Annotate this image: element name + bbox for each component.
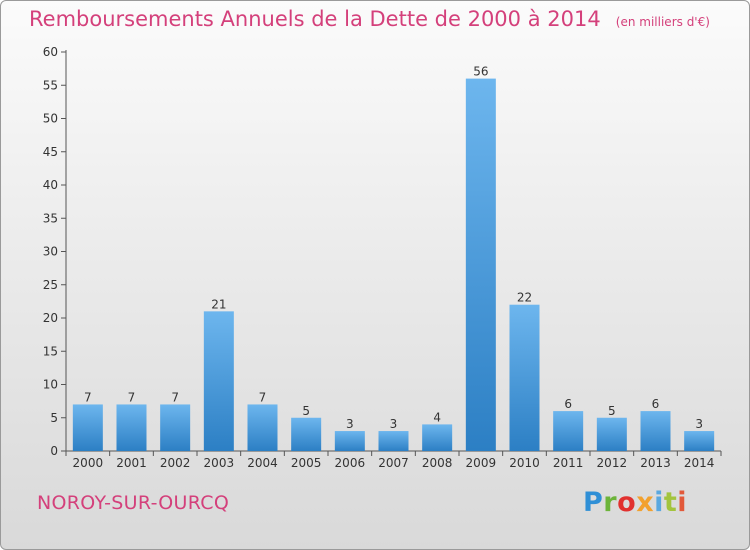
bar-2007 <box>378 431 409 451</box>
x-tick-label-2011: 2011 <box>553 456 584 470</box>
y-tick-label: 25 <box>43 278 58 292</box>
data-label-2005: 5 <box>302 404 310 418</box>
y-tick-label: 5 <box>50 411 58 425</box>
data-label-2009: 56 <box>473 65 488 79</box>
logo-letter: i <box>677 487 688 518</box>
bar-2014 <box>684 431 715 451</box>
logo-letter: i <box>654 487 664 518</box>
x-tick-label-2007: 2007 <box>378 456 409 470</box>
title-row: Remboursements Annuels de la Dette de 20… <box>29 7 710 31</box>
commune-name: NOROY-SUR-OURCQ <box>37 492 230 514</box>
data-label-2014: 3 <box>695 417 703 431</box>
data-label-2000: 7 <box>84 390 92 404</box>
y-tick-label: 0 <box>50 444 58 458</box>
x-tick-label-2010: 2010 <box>509 456 540 470</box>
chart-title: Remboursements Annuels de la Dette de 20… <box>29 7 601 31</box>
data-label-2001: 7 <box>128 390 136 404</box>
y-tick-label: 15 <box>43 344 58 358</box>
bar-2010 <box>509 304 540 451</box>
logo-letter: o <box>617 487 637 518</box>
x-tick-label-2004: 2004 <box>247 456 278 470</box>
y-tick-label: 50 <box>43 112 58 126</box>
x-tick-label-2000: 2000 <box>73 456 104 470</box>
bar-2006 <box>334 431 365 451</box>
data-label-2002: 7 <box>171 390 179 404</box>
x-tick-label-2008: 2008 <box>422 456 453 470</box>
x-tick-label-2005: 2005 <box>291 456 322 470</box>
data-label-2013: 6 <box>652 397 660 411</box>
y-tick-label: 60 <box>43 45 58 59</box>
bar-2004 <box>247 404 278 451</box>
bar-2002 <box>160 404 191 451</box>
proxiti-logo[interactable]: Proxiti <box>583 487 687 518</box>
x-tick-label-2014: 2014 <box>684 456 715 470</box>
bar-2005 <box>291 417 322 451</box>
chart-subtitle: (en milliers d'€) <box>615 15 710 29</box>
data-label-2006: 3 <box>346 417 354 431</box>
y-tick-label: 30 <box>43 245 58 259</box>
bar-2013 <box>640 411 671 451</box>
bar-2008 <box>422 424 453 451</box>
logo-letter: x <box>636 487 655 518</box>
x-tick-label-2012: 2012 <box>597 456 628 470</box>
data-label-2007: 3 <box>390 417 398 431</box>
x-tick-label-2002: 2002 <box>160 456 191 470</box>
y-tick-label: 20 <box>43 311 58 325</box>
y-tick-label: 10 <box>43 378 58 392</box>
data-label-2011: 6 <box>564 397 572 411</box>
bar-2009 <box>465 78 496 451</box>
x-tick-label-2006: 2006 <box>335 456 366 470</box>
y-axis: 0 5 10 15 20 25 30 35 40 45 50 55 60 <box>43 45 67 458</box>
data-label-2010: 22 <box>517 291 532 305</box>
y-tick-label: 45 <box>43 145 58 159</box>
data-label-2008: 4 <box>433 410 441 424</box>
x-axis: 2000 2001 2002 2003 2004 2005 2006 2007 2008 2009… <box>65 450 722 470</box>
data-label-2003: 21 <box>211 297 226 311</box>
y-tick-label: 40 <box>43 178 58 192</box>
x-tick-label-2003: 2003 <box>204 456 235 470</box>
logo-letter: r <box>603 487 618 518</box>
bar-2003 <box>203 311 234 451</box>
x-tick-label-2009: 2009 <box>466 456 497 470</box>
logo-letter: P <box>583 487 604 518</box>
y-tick-label: 35 <box>43 211 58 225</box>
data-label-2004: 7 <box>259 390 267 404</box>
x-tick-label-2001: 2001 <box>116 456 147 470</box>
bar-2012 <box>596 417 627 451</box>
bar-2000 <box>72 404 103 451</box>
logo-letter: t <box>663 487 678 518</box>
bar-2001 <box>116 404 147 451</box>
data-label-2012: 5 <box>608 404 616 418</box>
bar-2011 <box>553 411 584 451</box>
bars <box>72 78 715 451</box>
y-tick-label: 55 <box>43 78 58 92</box>
x-tick-label-2013: 2013 <box>640 456 671 470</box>
